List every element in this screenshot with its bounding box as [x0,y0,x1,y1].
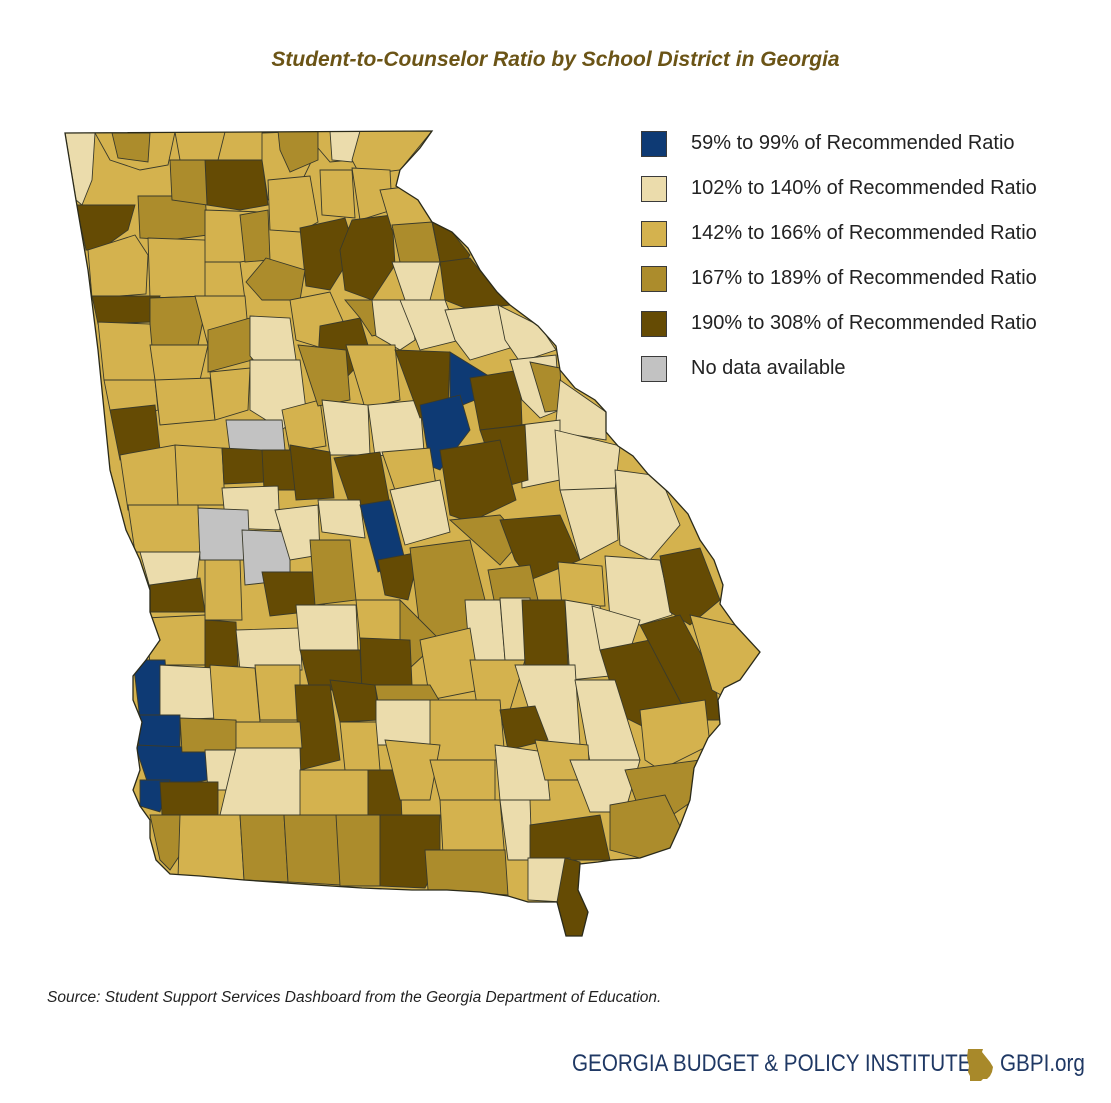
legend-label: 190% to 308% of Recommended Ratio [691,312,1037,334]
legend-label: 167% to 189% of Recommended Ratio [691,267,1037,289]
legend-swatch [641,131,667,157]
legend-label: 142% to 166% of Recommended Ratio [691,222,1037,244]
legend-swatch [641,356,667,382]
legend-label: No data available [691,357,846,379]
source-note: Source: Student Support Services Dashboa… [47,989,662,1006]
organization-name: GEORGIA BUDGET & POLICY INSTITUTE [572,1050,972,1077]
georgia-state-icon [967,1049,993,1081]
legend-swatch [641,311,667,337]
legend-label: 102% to 140% of Recommended Ratio [691,177,1037,199]
legend-swatch [641,221,667,247]
website-link[interactable]: GBPI.org [1000,1050,1085,1077]
map-title: Student-to-Counselor Ratio by School Dis… [271,48,840,71]
legend-swatch [641,266,667,292]
legend-label: 59% to 99% of Recommended Ratio [691,132,1015,154]
legend-swatch [641,176,667,202]
